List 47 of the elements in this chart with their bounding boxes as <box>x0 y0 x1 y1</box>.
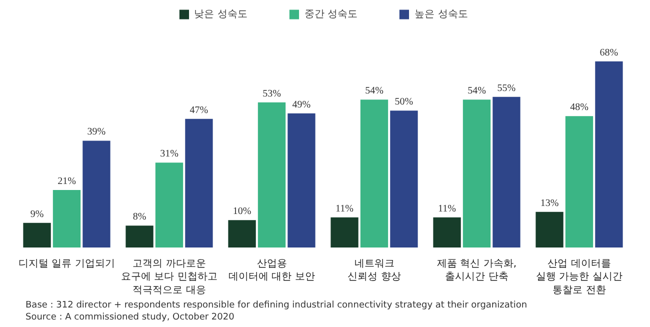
bar <box>595 61 623 248</box>
bar <box>258 102 286 248</box>
x-tick-label: 디지털 일류 기업되기 <box>18 258 115 270</box>
data-label: 11% <box>336 203 354 214</box>
data-label: 47% <box>190 104 208 116</box>
data-label: 8% <box>132 212 146 223</box>
bar <box>155 162 184 248</box>
bar <box>52 190 81 248</box>
bar <box>433 217 461 248</box>
bar <box>126 226 154 248</box>
bar <box>462 100 491 248</box>
x-tick-label: 고객의 까다로운 요구에 보다 민첩하고 적극적으로 대응 <box>121 258 218 296</box>
bar <box>536 212 564 248</box>
data-label: 55% <box>497 82 516 94</box>
bar <box>82 140 110 248</box>
data-label: 21% <box>58 176 76 188</box>
text: Base : 312 director + respondents responsible for defining industrial connectivity strategy at their organization <box>26 300 528 310</box>
legend-label: 높은 성숙도 <box>414 8 468 21</box>
data-label: 10% <box>232 206 252 218</box>
bar <box>23 222 51 248</box>
data-label: 13% <box>540 198 559 209</box>
data-label: 9% <box>30 208 44 220</box>
bar <box>228 220 256 248</box>
data-label: 53% <box>262 88 281 100</box>
bar <box>390 110 418 248</box>
data-label: 54% <box>468 86 486 97</box>
legend-label: 낮은 성숙도 <box>194 8 248 21</box>
x-tick-label: 산업용 데이터에 대한 보안 <box>228 258 315 283</box>
data-label: 39% <box>87 126 106 138</box>
data-label: 50% <box>394 96 414 108</box>
x-tick-label: 네트워크 신뢰성 향상 <box>348 258 401 283</box>
x-tick-label: 산업 데이터를 실행 가능한 실시간 통찰로 전환 <box>536 258 622 296</box>
data-label: 31% <box>160 148 178 160</box>
data-label: 48% <box>570 102 588 114</box>
source-note: Source : A commissioned study, October 2020 <box>26 312 235 322</box>
bar <box>185 118 213 248</box>
bar <box>360 100 388 248</box>
data-label: 68% <box>600 47 618 58</box>
bar <box>565 116 594 248</box>
bar <box>330 217 358 248</box>
data-label: 11% <box>438 203 456 214</box>
x-tick-label: 제품 혁신 가속화, 출시시간 단축 <box>436 258 517 283</box>
bar <box>492 96 520 248</box>
data-label: 54% <box>365 86 384 97</box>
data-label: 49% <box>292 99 311 110</box>
legend-label: 중간 성숙도 <box>304 8 358 21</box>
bar <box>288 113 316 248</box>
